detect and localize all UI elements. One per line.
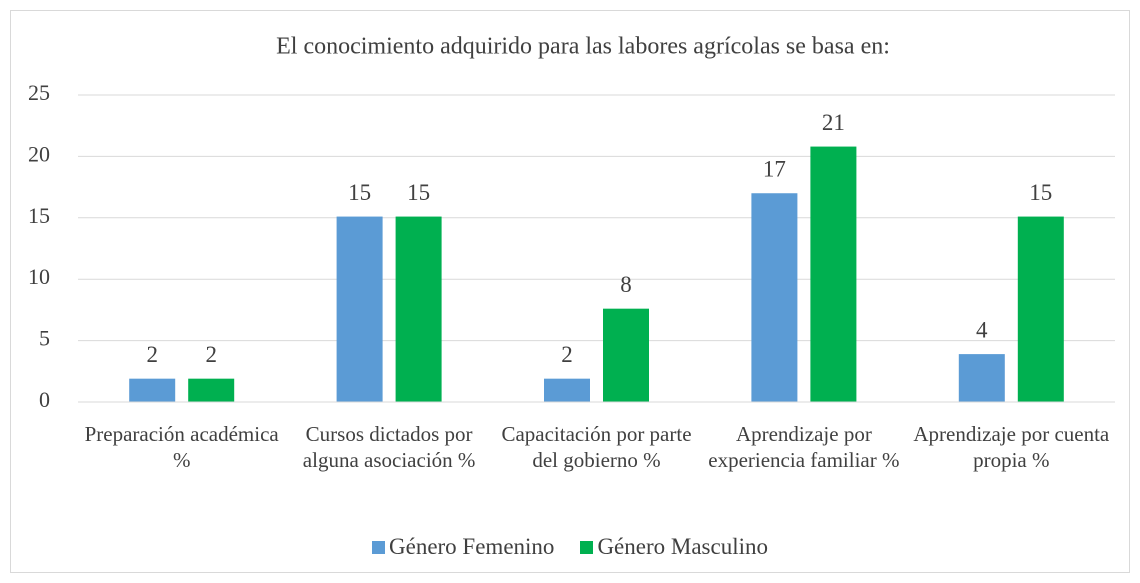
data-label: 4 [976, 317, 988, 342]
bar [188, 378, 235, 402]
y-tick-label: 20 [28, 141, 50, 166]
legend-label: Género Femenino [389, 534, 555, 559]
data-label: 2 [146, 342, 158, 367]
chart-border [10, 10, 1130, 573]
data-label: 15 [348, 180, 371, 205]
x-tick-label: Capacitación por parte del gobierno % [501, 422, 692, 472]
x-tick-label: Aprendizaje por cuenta propia % [913, 422, 1110, 472]
bar [810, 146, 857, 402]
legend-swatch [580, 540, 594, 554]
x-tick-label: Preparación académica % [84, 422, 279, 472]
y-tick-label: 5 [39, 326, 50, 351]
x-tick-label: Aprendizaje por experiencia familiar % [708, 422, 900, 472]
bar [603, 308, 649, 402]
legend: Género Femenino Género Masculino [0, 534, 1140, 560]
x-tick-label: Cursos dictados por alguna asociación % [302, 422, 476, 472]
legend-label: Género Masculino [597, 534, 768, 559]
data-label: 2 [561, 342, 573, 367]
bar [129, 378, 176, 402]
data-label: 15 [1029, 180, 1052, 205]
data-label: 2 [205, 342, 217, 367]
y-tick-label: 10 [28, 264, 50, 289]
legend-item: Género Masculino [580, 534, 768, 560]
y-tick-label: 15 [28, 203, 50, 228]
bar [336, 216, 383, 402]
bar [751, 193, 798, 402]
y-tick-label: 25 [28, 80, 50, 105]
bar [395, 216, 442, 402]
bar [1017, 216, 1064, 402]
data-label: 15 [407, 180, 430, 205]
legend-swatch [372, 540, 385, 554]
data-label: 8 [620, 272, 632, 297]
data-label: 17 [763, 157, 786, 182]
data-label: 21 [822, 110, 845, 135]
y-tick-label: 0 [39, 387, 50, 412]
bar [958, 354, 1005, 402]
legend-item: Género Femenino [372, 534, 554, 560]
bar [544, 378, 590, 402]
chart-title: El conocimiento adquirido para las labor… [276, 34, 890, 60]
